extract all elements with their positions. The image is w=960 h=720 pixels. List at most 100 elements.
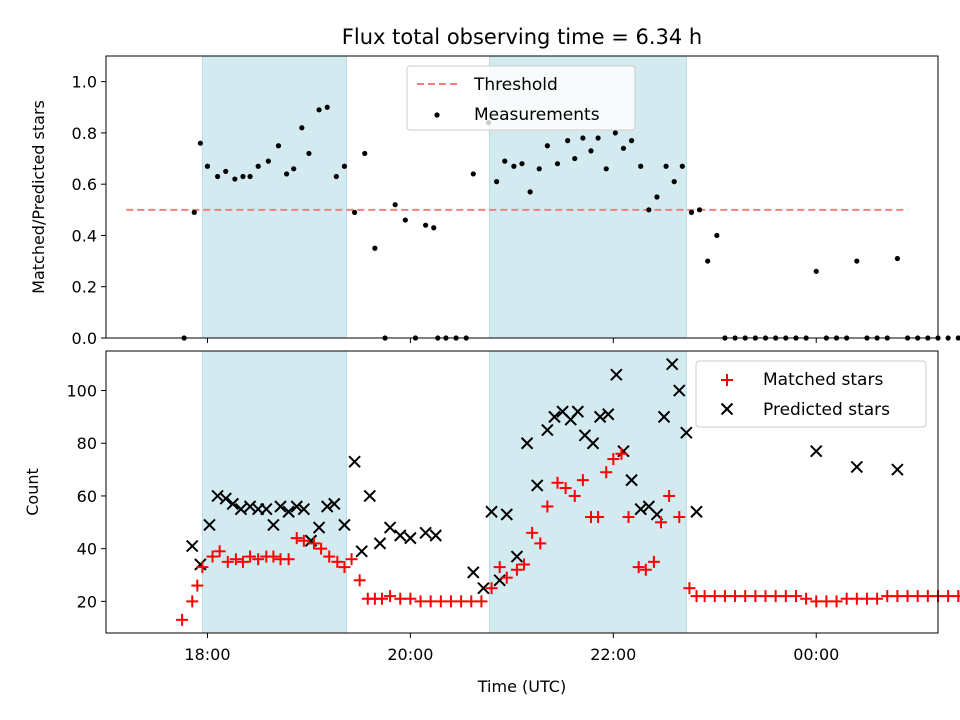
measurement-point xyxy=(333,173,339,180)
predicted-star-point xyxy=(363,489,377,503)
measurement-point xyxy=(580,135,586,141)
y-axis-ticks-bottom: 20 40 60 80 100 xyxy=(66,382,106,611)
measurement-point xyxy=(341,163,348,169)
observing-windows-bottom xyxy=(201,350,687,634)
predicted-star-point xyxy=(355,545,368,558)
measurement-point xyxy=(638,163,644,169)
predicted-star-point xyxy=(338,518,351,532)
x-tick-label: 18:00 xyxy=(184,645,230,664)
predicted-star-point xyxy=(234,502,248,516)
measurement-point xyxy=(275,143,282,149)
legend-measurements-swatch xyxy=(434,112,440,118)
matched-star-point xyxy=(891,590,904,603)
matched-star-point xyxy=(485,582,498,595)
measurement-point xyxy=(191,209,197,215)
matched-star-point xyxy=(353,574,366,587)
matched-star-point xyxy=(475,595,488,608)
matched-star-point xyxy=(789,590,802,603)
matched-star-point xyxy=(526,526,539,539)
predicted-star-point xyxy=(634,502,647,516)
predicted-star-point xyxy=(673,384,686,397)
matched-star-point xyxy=(541,500,554,513)
matched-star-point xyxy=(921,590,934,603)
measurement-point xyxy=(671,179,677,185)
measurement-point xyxy=(232,176,238,182)
matched-star-point xyxy=(191,579,204,592)
measurement-point xyxy=(894,255,901,262)
measurement-point xyxy=(955,335,960,341)
predicted-star-point xyxy=(348,455,361,468)
y-axis-label-bottom: Count xyxy=(23,468,42,516)
measurement-point xyxy=(324,104,330,110)
matched-star-point xyxy=(615,447,628,460)
measurement-point xyxy=(696,207,703,213)
y-tick-label: 0.2 xyxy=(72,278,97,297)
x-axis-ticks-top xyxy=(206,338,817,343)
matched-star-point xyxy=(820,595,833,608)
measurement-point xyxy=(402,217,408,223)
measurement-point xyxy=(646,207,652,213)
matched-star-point xyxy=(229,553,242,566)
matched-star-point xyxy=(673,511,686,524)
measurement-point xyxy=(854,258,860,264)
measurement-point xyxy=(502,158,508,164)
predicted-star-point xyxy=(243,500,257,513)
predicted-star-point xyxy=(429,529,442,542)
matched-star-point xyxy=(206,550,219,563)
predicted-star-point xyxy=(211,489,224,503)
predicted-star-point xyxy=(467,566,480,579)
matched-star-point xyxy=(394,592,407,605)
measurement-point xyxy=(679,163,685,169)
matched-star-point xyxy=(308,537,320,550)
measurement-point xyxy=(197,140,203,146)
measurement-point xyxy=(595,135,601,141)
measurement-point xyxy=(284,171,290,177)
measurement-point xyxy=(215,173,221,180)
legend-bottom: Matched stars Predicted stars xyxy=(695,360,927,428)
matched-star-point xyxy=(551,476,564,489)
plot-area-bottom xyxy=(105,350,939,634)
matched-star-point xyxy=(384,590,397,603)
matched-star-point xyxy=(493,561,506,574)
y-tick-label: 1.0 xyxy=(72,73,97,92)
y-tick-label: 40 xyxy=(77,540,97,559)
matched-star-point xyxy=(213,545,226,558)
legend-threshold-label: Threshold xyxy=(473,75,558,95)
measurement-point xyxy=(362,150,368,157)
predicted-star-point xyxy=(541,423,554,437)
legend-box-top xyxy=(406,65,636,131)
matched-star-point xyxy=(632,561,645,574)
predicted-star-point xyxy=(186,539,199,553)
matched-star-point xyxy=(860,592,873,605)
predicted-star-point xyxy=(571,405,585,418)
legend-matched-label: Matched stars xyxy=(763,370,883,390)
measurement-point xyxy=(519,161,525,167)
measurement-point xyxy=(554,161,561,167)
matched-star-point xyxy=(607,453,620,466)
matched-star-point xyxy=(718,590,731,603)
predicted-star-point xyxy=(194,558,207,571)
matched-star-point xyxy=(592,511,605,524)
matched-star-point xyxy=(534,537,547,550)
measurement-point xyxy=(612,130,618,136)
predicted-star-point xyxy=(810,444,823,458)
matched-star-point xyxy=(850,592,863,605)
measurement-point xyxy=(813,268,819,274)
matched-star-point xyxy=(739,590,752,603)
matched-star-point xyxy=(244,550,257,563)
matched-star-point xyxy=(414,595,427,608)
predicted-star-point xyxy=(500,508,513,521)
predicted-star-point xyxy=(485,505,498,518)
y-axis-label-top: Matched/Predicted stars xyxy=(29,100,48,294)
legend-box-bottom xyxy=(695,360,927,428)
predicted-star-point xyxy=(510,550,524,563)
plot-area-top xyxy=(105,55,939,339)
y-tick-label: 60 xyxy=(77,487,97,506)
measurement-point xyxy=(423,222,429,228)
measurement-point xyxy=(247,173,253,180)
measurement-point xyxy=(588,148,594,154)
measurement-point xyxy=(654,194,660,200)
predicted-star-point xyxy=(520,437,534,450)
